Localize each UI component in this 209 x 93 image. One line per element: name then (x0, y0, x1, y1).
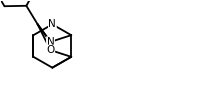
Text: O: O (46, 45, 55, 55)
Text: N: N (47, 37, 54, 47)
Text: N: N (48, 19, 56, 29)
